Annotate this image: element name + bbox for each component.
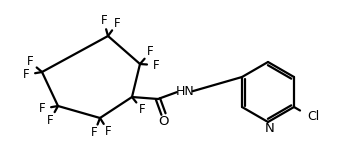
Text: O: O	[158, 114, 169, 128]
Text: F: F	[26, 55, 33, 68]
Text: HN: HN	[176, 85, 194, 98]
Text: F: F	[39, 102, 46, 115]
Text: F: F	[147, 45, 154, 58]
Text: F: F	[100, 14, 107, 27]
Text: Cl: Cl	[307, 110, 320, 123]
Text: F: F	[23, 68, 30, 81]
Text: F: F	[138, 103, 145, 116]
Text: F: F	[114, 17, 121, 30]
Text: F: F	[153, 59, 159, 72]
Text: F: F	[105, 125, 112, 138]
Text: F: F	[47, 113, 54, 126]
Text: N: N	[265, 123, 275, 135]
Text: F: F	[91, 126, 98, 139]
